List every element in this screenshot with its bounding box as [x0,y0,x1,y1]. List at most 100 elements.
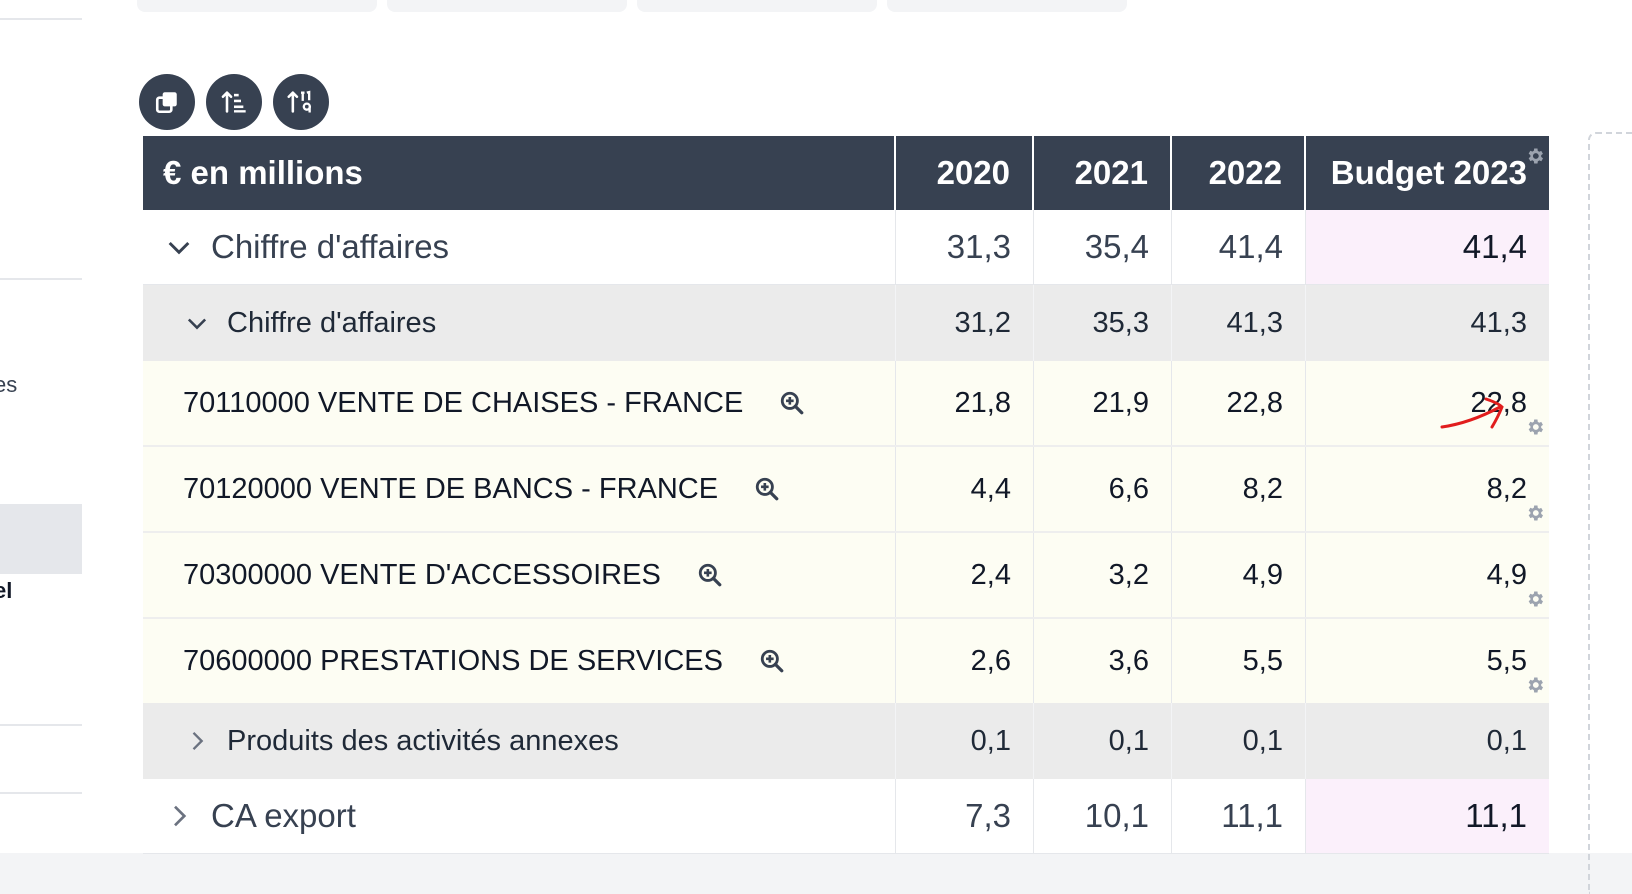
value-cell: 2,6 [896,619,1034,703]
top-tab[interactable] [637,0,877,12]
value-cell: 31,2 [896,285,1034,361]
sidebar-divider [0,792,82,794]
table-row-account[interactable]: 70300000 VENTE D'ACCESSOIRES 2,4 3,2 4,9… [143,533,1549,619]
row-label-text: 70120000 VENTE DE BANCS - FRANCE [183,472,719,505]
chevron-right-icon[interactable] [163,800,195,832]
row-label: 70120000 VENTE DE BANCS - FRANCE [143,447,896,531]
header-col-2020[interactable]: 2020 [896,136,1034,210]
value-cell: 4,9 [1172,533,1306,617]
zoom-in-icon[interactable] [779,390,805,416]
value-cell: 0,1 [1034,703,1172,779]
row-label-text: 70600000 PRESTATIONS DE SERVICES [183,644,723,677]
value-cell: 0,1 [896,703,1034,779]
budget-value: 4,9 [1486,558,1527,591]
annotation-arrow-icon [1440,397,1504,429]
gear-icon[interactable] [1525,589,1545,609]
header-col-2022[interactable]: 2022 [1172,136,1306,210]
table-row-account[interactable]: 70120000 VENTE DE BANCS - FRANCE 4,4 6,6… [143,447,1549,533]
value-cell: 6,6 [1034,447,1172,531]
table-row-account[interactable]: 70110000 VENTE DE CHAISES - FRANCE 21,8 … [143,361,1549,447]
sort-ascending-button[interactable] [206,74,262,130]
sidebar-item-label[interactable]: es [0,372,18,397]
sort-numeric-icon [287,90,312,113]
sidebar-item-label[interactable]: el [0,578,13,603]
value-cell: 41,4 [1172,210,1306,284]
value-cell: 21,9 [1034,361,1172,445]
sort-list-icon [221,91,246,113]
value-cell: 31,3 [896,210,1034,284]
top-tab[interactable] [887,0,1127,12]
budget-value: 8,2 [1486,472,1527,505]
header-col-2021[interactable]: 2021 [1034,136,1172,210]
value-cell: 11,1 [1172,779,1306,853]
budget-value-cell[interactable]: 41,3 [1470,306,1527,339]
sort-numeric-button[interactable] [273,74,329,130]
row-label-text: CA export [211,797,356,834]
gear-icon[interactable] [1525,675,1545,695]
row-label: Chiffre d'affaires [143,285,896,361]
row-label: CA export [143,779,896,853]
table-row-account[interactable]: 70600000 PRESTATIONS DE SERVICES 2,6 3,6… [143,619,1549,703]
gear-icon[interactable] [1525,417,1545,437]
value-cell: 4,4 [896,447,1034,531]
value-cell: 8,2 [1172,447,1306,531]
gear-icon[interactable] [1525,146,1545,166]
chevron-down-icon[interactable] [163,231,195,263]
chevron-down-icon[interactable] [183,309,211,337]
sidebar-divider [0,18,82,20]
value-cell: 0,1 [1172,703,1306,779]
zoom-in-icon[interactable] [759,648,785,674]
row-label-text: 70110000 VENTE DE CHAISES - FRANCE [183,386,744,419]
budget-value-cell[interactable]: 11,1 [1306,779,1549,853]
row-label-text: Chiffre d'affaires [211,228,450,265]
budget-value: 5,5 [1486,644,1527,677]
value-cell: 35,4 [1034,210,1172,284]
value-cell: 7,3 [896,779,1034,853]
drop-zone-panel [1588,132,1632,894]
value-cell: 10,1 [1034,779,1172,853]
sidebar-divider [0,278,82,280]
header-budget-label: Budget 2023 [1330,154,1527,191]
value-cell: 21,8 [896,361,1034,445]
budget-value-cell[interactable]: 0,1 [1486,724,1527,757]
row-label: 70110000 VENTE DE CHAISES - FRANCE [143,361,896,445]
table-row-total[interactable]: CA export 7,3 10,1 11,1 11,1 [143,779,1549,854]
row-label-text: 70300000 VENTE D'ACCESSOIRES [183,558,661,591]
value-cell: 22,8 [1172,361,1306,445]
sidebar-item-active[interactable] [0,504,82,574]
row-label: 70300000 VENTE D'ACCESSOIRES [143,533,896,617]
value-cell: 3,2 [1034,533,1172,617]
gear-icon[interactable] [1525,503,1545,523]
header-label: € en millions [143,136,896,210]
row-label: Produits des activités annexes [143,703,896,779]
table-header-row: € en millions 2020 2021 2022 Budget 2023 [143,136,1549,210]
value-cell: 41,3 [1172,285,1306,361]
row-label-text: Chiffre d'affaires [227,306,437,339]
row-label-text: Produits des activités annexes [227,724,619,757]
financial-table: € en millions 2020 2021 2022 Budget 2023… [143,136,1549,854]
zoom-in-icon[interactable] [697,562,723,588]
budget-value-cell[interactable]: 5,5 [1306,619,1549,703]
left-sidebar: es el [0,0,83,853]
value-cell: 3,6 [1034,619,1172,703]
top-tab[interactable] [137,0,377,12]
value-cell: 2,4 [896,533,1034,617]
table-row-subtotal[interactable]: Produits des activités annexes 0,1 0,1 0… [143,703,1549,779]
header-col-budget-2023[interactable]: Budget 2023 [1306,136,1549,210]
copy-button[interactable] [139,74,195,130]
table-row-total[interactable]: Chiffre d'affaires 31,3 35,4 41,4 41,4 [143,210,1549,285]
top-tab[interactable] [387,0,627,12]
budget-value-cell[interactable]: 4,9 [1306,533,1549,617]
table-row-subtotal[interactable]: Chiffre d'affaires 31,2 35,3 41,3 41,3 [143,285,1549,361]
budget-value-cell[interactable]: 41,4 [1306,210,1549,284]
row-label: Chiffre d'affaires [143,210,896,284]
row-label: 70600000 PRESTATIONS DE SERVICES [143,619,896,703]
budget-value-cell[interactable]: 22,8 [1306,361,1549,445]
chevron-right-icon[interactable] [183,727,211,755]
value-cell: 5,5 [1172,619,1306,703]
budget-value-cell[interactable]: 8,2 [1306,447,1549,531]
sidebar-divider [0,724,82,726]
value-cell: 35,3 [1034,285,1172,361]
copy-icon [155,92,177,114]
zoom-in-icon[interactable] [754,476,780,502]
